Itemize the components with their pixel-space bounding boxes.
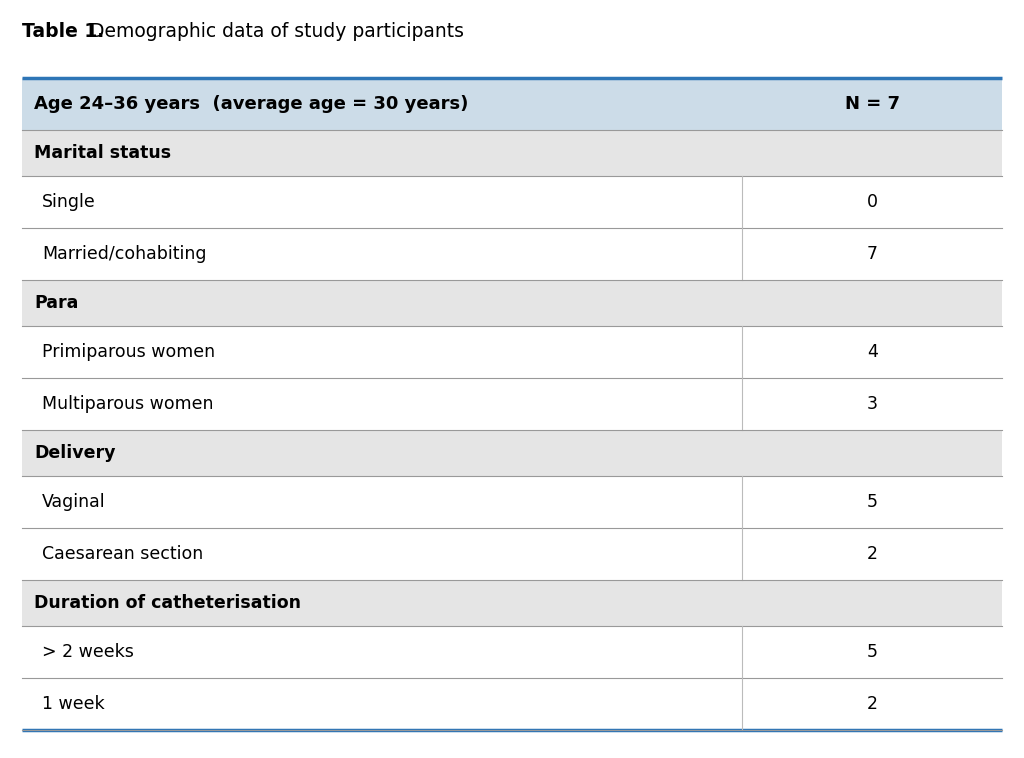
Bar [22, 528, 1002, 580]
Bar [22, 580, 1002, 626]
Text: Multiparous women: Multiparous women [42, 395, 213, 413]
Bar [22, 378, 1002, 430]
Bar [22, 626, 1002, 678]
Text: 5: 5 [866, 493, 878, 511]
Bar [22, 78, 1002, 130]
Bar [22, 476, 1002, 528]
Bar [22, 430, 1002, 476]
Text: Single: Single [42, 193, 96, 211]
Text: Delivery: Delivery [34, 444, 116, 462]
Text: Age 24–36 years  (average age = 30 years): Age 24–36 years (average age = 30 years) [34, 95, 468, 113]
Text: 7: 7 [866, 245, 878, 263]
Text: 4: 4 [866, 343, 878, 361]
Bar [22, 176, 1002, 228]
Text: N = 7: N = 7 [845, 95, 900, 113]
Text: Primiparous women: Primiparous women [42, 343, 215, 361]
Bar [22, 130, 1002, 176]
Bar [22, 228, 1002, 280]
Bar [22, 678, 1002, 730]
Text: > 2 weeks: > 2 weeks [42, 643, 134, 661]
Text: 3: 3 [866, 395, 878, 413]
Text: 1 week: 1 week [42, 695, 104, 713]
Text: Married/cohabiting: Married/cohabiting [42, 245, 207, 263]
Text: Para: Para [34, 294, 79, 312]
Text: 2: 2 [866, 545, 878, 563]
Text: 5: 5 [866, 643, 878, 661]
Text: Vaginal: Vaginal [42, 493, 105, 511]
Bar [22, 326, 1002, 378]
Bar [22, 280, 1002, 326]
Text: Marital status: Marital status [34, 144, 171, 162]
Text: 0: 0 [866, 193, 878, 211]
Text: Demographic data of study participants: Demographic data of study participants [84, 22, 464, 41]
Text: Duration of catheterisation: Duration of catheterisation [34, 594, 301, 612]
Text: Caesarean section: Caesarean section [42, 545, 203, 563]
Text: Table 1.: Table 1. [22, 22, 104, 41]
Text: 2: 2 [866, 695, 878, 713]
